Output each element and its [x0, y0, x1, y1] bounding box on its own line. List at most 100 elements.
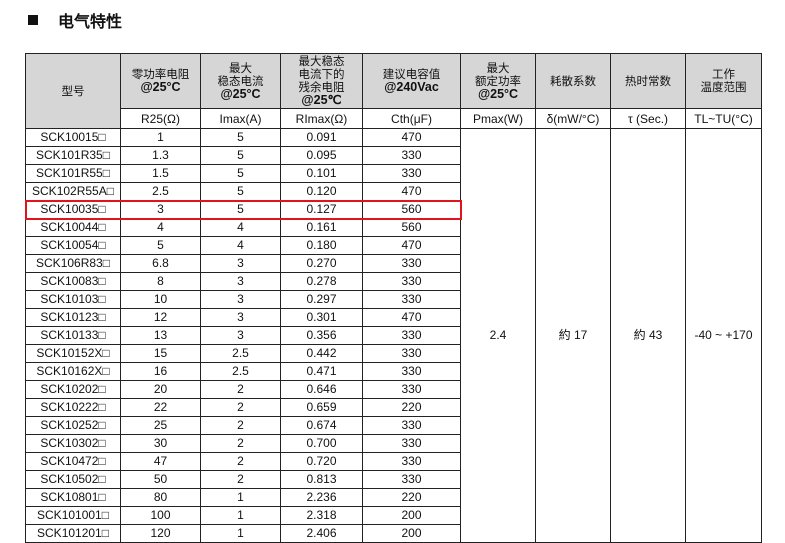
- table-cell: 330: [362, 344, 461, 363]
- table-cell: 16: [120, 362, 201, 381]
- table-cell: SCK10044□: [25, 218, 121, 237]
- table-cell: 2.318: [280, 506, 363, 525]
- column-header: 工作 温度范围: [685, 53, 762, 109]
- table-cell: 0.095: [280, 146, 363, 165]
- table-row: SCK10133□ 13 3 0.356 330: [25, 326, 762, 345]
- header-cn: 工作 温度范围: [700, 67, 747, 94]
- table-cell: 470: [362, 182, 461, 201]
- table-cell: 0.301: [280, 308, 363, 327]
- table-cell: 220: [362, 398, 461, 417]
- header-cn: 型号: [61, 83, 85, 98]
- table-cell: 12: [120, 308, 201, 327]
- table-row: SCK101201□ 120 1 2.406 200: [25, 524, 762, 543]
- column-header: 型号: [25, 53, 121, 129]
- table-cell: 3: [200, 290, 281, 309]
- table-cell: 1: [200, 506, 281, 525]
- table-cell: 15: [120, 344, 201, 363]
- table-cell: 5: [200, 200, 281, 219]
- table-cell: 5: [200, 128, 281, 147]
- table-row: SCK10015□ 1 5 0.091 470 2.4 約 17 約 43 -40 ~ +170: [25, 128, 762, 543]
- table-cell: 1: [200, 488, 281, 507]
- table-cell: SCK10103□: [25, 290, 121, 309]
- table-cell: 2.236: [280, 488, 363, 507]
- table-cell: 330: [362, 434, 461, 453]
- table-cell: 120: [120, 524, 201, 543]
- table-cell: 330: [362, 416, 461, 435]
- table-cell: 3: [200, 326, 281, 345]
- table-cell: 4: [120, 218, 201, 237]
- table-cell: 13: [120, 326, 201, 345]
- table-cell: 30: [120, 434, 201, 453]
- table-cell: 25: [120, 416, 201, 435]
- header-condition: @240Vac: [384, 80, 439, 94]
- table-cell: 330: [362, 470, 461, 489]
- table-cell: 0.356: [280, 326, 363, 345]
- header-cn: 最大 稳态电流: [217, 60, 264, 88]
- table-cell: 0.120: [280, 182, 363, 201]
- column-header: 热时常数: [610, 53, 686, 109]
- table-cell: SCK10252□: [25, 416, 121, 435]
- header-cn: 建议电容值: [382, 67, 441, 81]
- table-row: SCK10083□ 8 3 0.278 330: [25, 272, 762, 291]
- header-cn: 零功率电阻: [131, 67, 190, 81]
- table-cell: 47: [120, 452, 201, 471]
- table-cell: SCK10123□: [25, 308, 121, 327]
- table-row: SCK106R83□ 6.8 3 0.270 330: [25, 254, 762, 273]
- table-cell: 4: [200, 236, 281, 255]
- table-cell: 0.659: [280, 398, 363, 417]
- table-cell: 330: [362, 326, 461, 345]
- electrical-characteristics-table: 型号 零功率电阻 @25°C 最大 稳态电流 @25°C 最大稳态 电流下的 残余电阻 @2…: [25, 53, 762, 543]
- table-row: SCK10302□ 30 2 0.700 330: [25, 434, 762, 453]
- table-cell: 2.5: [200, 344, 281, 363]
- unit-header: R25(Ω): [120, 108, 201, 129]
- table-cell: 0.180: [280, 236, 363, 255]
- table-cell: 200: [362, 506, 461, 525]
- table-cell: 0.297: [280, 290, 363, 309]
- table-cell: SCK102R55A□: [25, 182, 121, 201]
- unit-header: τ (Sec.): [610, 108, 686, 129]
- table-cell: 10: [120, 290, 201, 309]
- header-condition: @25°C: [477, 86, 519, 101]
- table-cell: 5: [200, 146, 281, 165]
- table-row: SCK10152X□ 15 2.5 0.442 330: [25, 344, 762, 363]
- table-cell: 470: [362, 128, 461, 147]
- table-cell: 0.101: [280, 164, 363, 183]
- table-cell: SCK10222□: [25, 398, 121, 417]
- table-cell: SCK10502□: [25, 470, 121, 489]
- table-cell: 1: [120, 128, 201, 147]
- table-cell: 0.278: [280, 272, 363, 291]
- table-cell: 470: [362, 308, 461, 327]
- header-condition: @25°C: [140, 80, 181, 94]
- table-cell: SCK10162X□: [25, 362, 121, 381]
- table-row: SCK101001□ 100 1 2.318 200: [25, 506, 762, 525]
- table-cell: SCK101001□: [25, 506, 121, 525]
- header-cn: 热时常数: [625, 73, 671, 88]
- table-cell: 0.127: [280, 200, 363, 219]
- unit-header: Imax(A): [200, 108, 281, 129]
- unit-header: RImax(Ω): [280, 108, 363, 129]
- table-cell: SCK10054□: [25, 236, 121, 255]
- unit-header: δ(mW/°C): [535, 108, 611, 129]
- table-cell: 0.646: [280, 380, 363, 399]
- table-cell: 3: [200, 254, 281, 273]
- table-cell: 0.442: [280, 344, 363, 363]
- table-cell: SCK10302□: [25, 434, 121, 453]
- table-cell: SCK101201□: [25, 524, 121, 543]
- shared-cell-temp_range: -40 ~ +170: [685, 128, 762, 543]
- table-cell: 0.720: [280, 452, 363, 471]
- table-cell: 1.5: [120, 164, 201, 183]
- table-cell: 0.270: [280, 254, 363, 273]
- table-cell: 0.471: [280, 362, 363, 381]
- table-cell: 560: [362, 200, 461, 219]
- table-cell: SCK10472□: [25, 452, 121, 471]
- table-cell: 4: [200, 218, 281, 237]
- table-cell: 330: [362, 164, 461, 183]
- column-header: 耗散系数: [535, 53, 611, 109]
- table-cell: 0.700: [280, 434, 363, 453]
- table-cell: 0.674: [280, 416, 363, 435]
- column-header: 最大 额定功率 @25°C: [460, 53, 536, 109]
- table-cell: 2.5: [200, 362, 281, 381]
- table-cell: 220: [362, 488, 461, 507]
- table-cell: 330: [362, 380, 461, 399]
- unit-header: Pmax(W): [460, 108, 536, 129]
